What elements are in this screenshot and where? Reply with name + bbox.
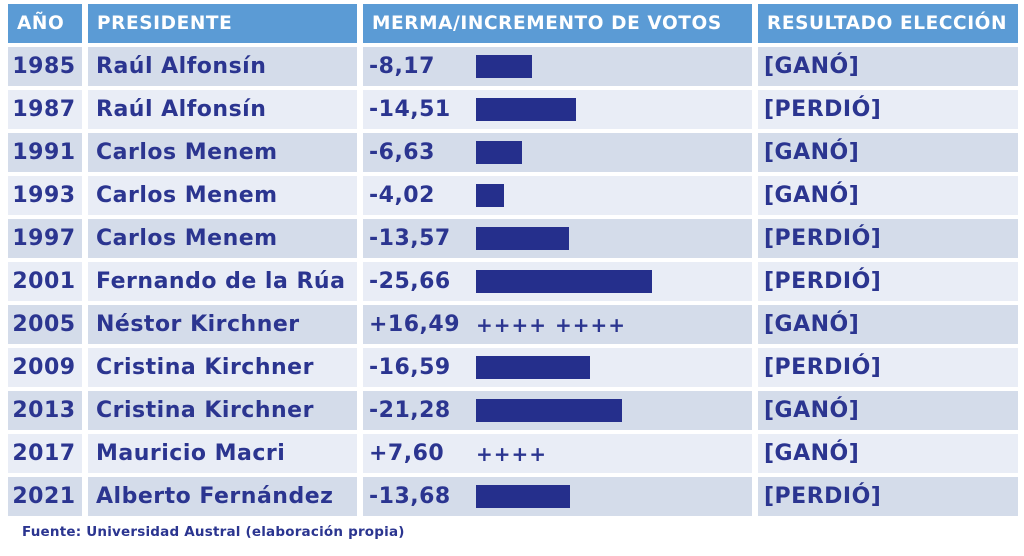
header-cell-vote-change: MERMA/INCREMENTO DE VOTOS — [363, 4, 752, 43]
year-cell: 2005 — [8, 305, 82, 344]
result-cell: [GANÓ] — [758, 305, 1018, 344]
result-cell: [PERDIÓ] — [758, 477, 1018, 516]
result-cell: [GANÓ] — [758, 47, 1018, 86]
vote-loss-bar — [476, 227, 569, 250]
source-note: Fuente: Universidad Austral (elaboración… — [22, 524, 405, 540]
vote-loss-bar — [476, 141, 522, 164]
year-cell: 1991 — [8, 133, 82, 172]
president-cell: Raúl Alfonsín — [88, 90, 357, 129]
vote-change-cell: -13,57 — [363, 219, 752, 258]
vote-change-cell: -25,66 — [363, 262, 752, 301]
vote-gain-plus: ++++ — [476, 441, 548, 466]
header-cell-year: AÑO — [8, 4, 82, 43]
result-cell: [GANÓ] — [758, 133, 1018, 172]
vote-change-cell: -13,68 — [363, 477, 752, 516]
vote-change-value: -6,63 — [369, 140, 435, 165]
header-cell-president: PRESIDENTE — [88, 4, 357, 43]
vote-change-value: -13,68 — [369, 484, 451, 509]
president-cell: Néstor Kirchner — [88, 305, 357, 344]
vote-change-value: -16,59 — [369, 355, 451, 380]
vote-change-value: +7,60 — [369, 441, 445, 466]
vote-gain-plus: ++++ ++++ — [476, 312, 627, 337]
president-cell: Carlos Menem — [88, 176, 357, 215]
year-cell: 1987 — [8, 90, 82, 129]
vote-change-cell: -8,17 — [363, 47, 752, 86]
vote-change-value: -8,17 — [369, 54, 435, 79]
vote-change-value: -4,02 — [369, 183, 435, 208]
result-cell: [PERDIÓ] — [758, 219, 1018, 258]
result-cell: [PERDIÓ] — [758, 348, 1018, 387]
president-cell: Mauricio Macri — [88, 434, 357, 473]
year-cell: 2013 — [8, 391, 82, 430]
vote-change-cell: -21,28 — [363, 391, 752, 430]
vote-change-value: -13,57 — [369, 226, 451, 251]
president-cell: Raúl Alfonsín — [88, 47, 357, 86]
year-cell: 2009 — [8, 348, 82, 387]
result-cell: [PERDIÓ] — [758, 90, 1018, 129]
year-cell: 2017 — [8, 434, 82, 473]
vote-loss-bar — [476, 399, 622, 422]
year-cell: 1985 — [8, 47, 82, 86]
vote-change-cell: -14,51 — [363, 90, 752, 129]
vote-change-cell: -6,63 — [363, 133, 752, 172]
vote-change-cell: -16,59 — [363, 348, 752, 387]
year-cell: 1993 — [8, 176, 82, 215]
header-cell-result: RESULTADO ELECCIÓN — [758, 4, 1018, 43]
result-cell: [GANÓ] — [758, 434, 1018, 473]
result-cell: [GANÓ] — [758, 176, 1018, 215]
president-cell: Carlos Menem — [88, 133, 357, 172]
year-cell: 1997 — [8, 219, 82, 258]
vote-loss-bar — [476, 485, 570, 508]
vote-loss-bar — [476, 184, 504, 207]
vote-loss-bar — [476, 98, 576, 121]
vote-change-cell: +7,60 ++++ — [363, 434, 752, 473]
vote-change-cell: -4,02 — [363, 176, 752, 215]
year-cell: 2001 — [8, 262, 82, 301]
president-cell: Fernando de la Rúa — [88, 262, 357, 301]
president-cell: Carlos Menem — [88, 219, 357, 258]
vote-change-value: -14,51 — [369, 97, 451, 122]
president-cell: Alberto Fernández — [88, 477, 357, 516]
vote-loss-bar — [476, 356, 590, 379]
result-cell: [PERDIÓ] — [758, 262, 1018, 301]
vote-change-cell: +16,49 ++++ ++++ — [363, 305, 752, 344]
vote-change-value: +16,49 — [369, 312, 461, 337]
vote-loss-bar — [476, 55, 532, 78]
vote-loss-bar — [476, 270, 652, 293]
year-cell: 2021 — [8, 477, 82, 516]
election-results-table: AÑO PRESIDENTE MERMA/INCREMENTO DE VOTOS… — [8, 4, 1018, 516]
vote-change-value: -25,66 — [369, 269, 451, 294]
vote-change-value: -21,28 — [369, 398, 451, 423]
president-cell: Cristina Kirchner — [88, 391, 357, 430]
president-cell: Cristina Kirchner — [88, 348, 357, 387]
result-cell: [GANÓ] — [758, 391, 1018, 430]
